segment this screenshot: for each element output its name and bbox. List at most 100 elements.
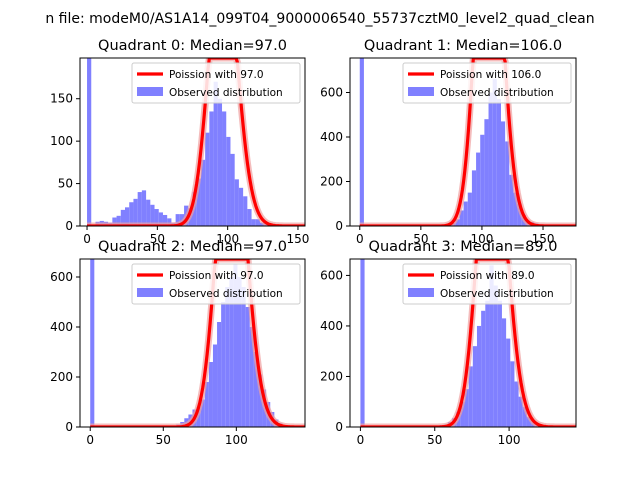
subplot-2: Quadrant 2: Median=97.0 0 50 100 0 200 400 600 P…	[50, 239, 306, 447]
histogram-bar	[518, 396, 523, 427]
subplot-1: Quadrant 1: Median=106.0 0 50 100 150 0 200 400…	[320, 38, 577, 246]
legend-label-poisson: Poission with 97.0	[169, 69, 264, 81]
histogram-bar	[471, 170, 477, 226]
histogram-bar	[253, 352, 258, 427]
histogram-bar	[208, 362, 213, 427]
histogram-bar	[260, 222, 265, 226]
histogram-bar	[209, 111, 214, 226]
axes-frame	[349, 57, 577, 227]
histogram-bar	[137, 192, 142, 226]
legend-label-observed: Observed distribution	[169, 288, 283, 300]
histogram-bar	[87, 58, 92, 226]
histogram-bar	[472, 346, 477, 427]
histogram-bar	[154, 209, 159, 226]
histogram-bar	[233, 264, 238, 427]
histogram-bar	[468, 366, 473, 427]
subplot-title: Quadrant 2: Median=97.0	[98, 239, 287, 255]
histogram-bar	[226, 136, 231, 226]
histogram-bar	[505, 141, 510, 226]
histogram-bar	[237, 277, 242, 427]
subplot-0: Quadrant 0: Median=97.0 0 50 100 150 0 50 100 15…	[50, 38, 309, 246]
histogram-bar	[510, 361, 515, 427]
histogram-bar	[359, 58, 364, 226]
histogram-bar	[205, 132, 210, 226]
histogram-bar	[167, 218, 172, 226]
y-tick-label: 200	[320, 369, 343, 383]
y-tick-label: 0	[335, 219, 343, 233]
histogram-bar	[133, 198, 138, 226]
histogram-bar	[492, 79, 497, 226]
histogram-bar	[141, 190, 147, 226]
histogram-bar	[460, 401, 465, 427]
subplot-3: Quadrant 3: Median=89.0 0 50 100 0 200 400 600 P…	[320, 239, 577, 447]
histogram-bar	[467, 192, 472, 226]
y-tick-label: 600	[320, 268, 343, 282]
plot-area	[88, 259, 305, 427]
legend: Poission with 97.0 Observed distribution	[131, 263, 301, 305]
histogram-bar	[200, 399, 205, 427]
histogram-bar	[222, 111, 227, 226]
histogram-bar	[485, 300, 490, 427]
axes-frame	[349, 258, 577, 428]
histogram-bar	[251, 219, 256, 226]
x-tick-label: 100	[470, 232, 493, 246]
legend-box	[131, 62, 301, 104]
histogram-bar	[230, 153, 235, 226]
histogram-bar	[522, 406, 527, 427]
histogram-bar	[459, 210, 464, 226]
histogram-bar	[257, 374, 263, 427]
subplot-title: Quadrant 3: Median=89.0	[369, 239, 558, 255]
x-tick-label: 150	[532, 232, 555, 246]
histogram-bar	[229, 277, 234, 427]
x-tick-label: 150	[287, 232, 310, 246]
histogram-bar	[480, 134, 485, 226]
y-tick-label: 400	[320, 130, 343, 144]
histogram-bar	[455, 219, 460, 226]
plot-area	[84, 58, 305, 226]
y-tick-label: 400	[50, 320, 73, 334]
histogram-bar	[125, 207, 130, 226]
histogram-bar	[243, 196, 248, 226]
x-tick-label: 0	[83, 232, 91, 246]
poisson-curve	[86, 58, 305, 226]
x-tick-label: 50	[156, 433, 171, 447]
x-tick-label: 100	[225, 433, 248, 447]
histogram-bar	[162, 214, 168, 226]
histogram-bar	[360, 259, 365, 427]
histogram-bar	[212, 344, 218, 427]
histogram-bar	[225, 287, 230, 427]
legend-bar-swatch	[137, 87, 163, 96]
axes-frame	[79, 258, 306, 428]
histogram-bar	[481, 310, 486, 427]
y-tick-label: 0	[65, 219, 73, 233]
histogram-bar	[464, 389, 469, 427]
histogram-bar	[221, 302, 226, 427]
x-tick-label: 0	[86, 433, 94, 447]
histogram-bar	[497, 300, 502, 427]
histogram-bar	[496, 99, 501, 226]
histogram-bar	[116, 215, 121, 226]
histogram-bar	[245, 307, 250, 427]
histogram-bar	[196, 178, 201, 226]
histogram-bar	[234, 179, 239, 226]
x-tick-label: 0	[357, 433, 365, 447]
histogram-bar	[204, 382, 209, 427]
poisson-curve	[360, 259, 576, 427]
histogram-bar	[217, 322, 222, 427]
histogram-bar	[514, 381, 519, 427]
histogram-bar	[120, 209, 125, 226]
legend-box	[402, 263, 572, 305]
histogram-bar	[247, 209, 252, 226]
legend-box	[131, 263, 301, 305]
figure-suptitle: n file: modeM0/AS1A14_099T04_9000006540_…	[45, 11, 594, 27]
histogram-bar	[526, 416, 532, 427]
subplot-title: Quadrant 1: Median=106.0	[364, 38, 562, 54]
histogram-bar	[112, 217, 117, 226]
y-tick-label: 600	[320, 85, 343, 99]
x-tick-label: 50	[427, 433, 442, 447]
y-tick-label: 200	[50, 370, 73, 384]
histogram-bar	[506, 338, 511, 427]
y-tick-label: 0	[65, 420, 73, 434]
y-tick-label: 50	[58, 177, 73, 191]
